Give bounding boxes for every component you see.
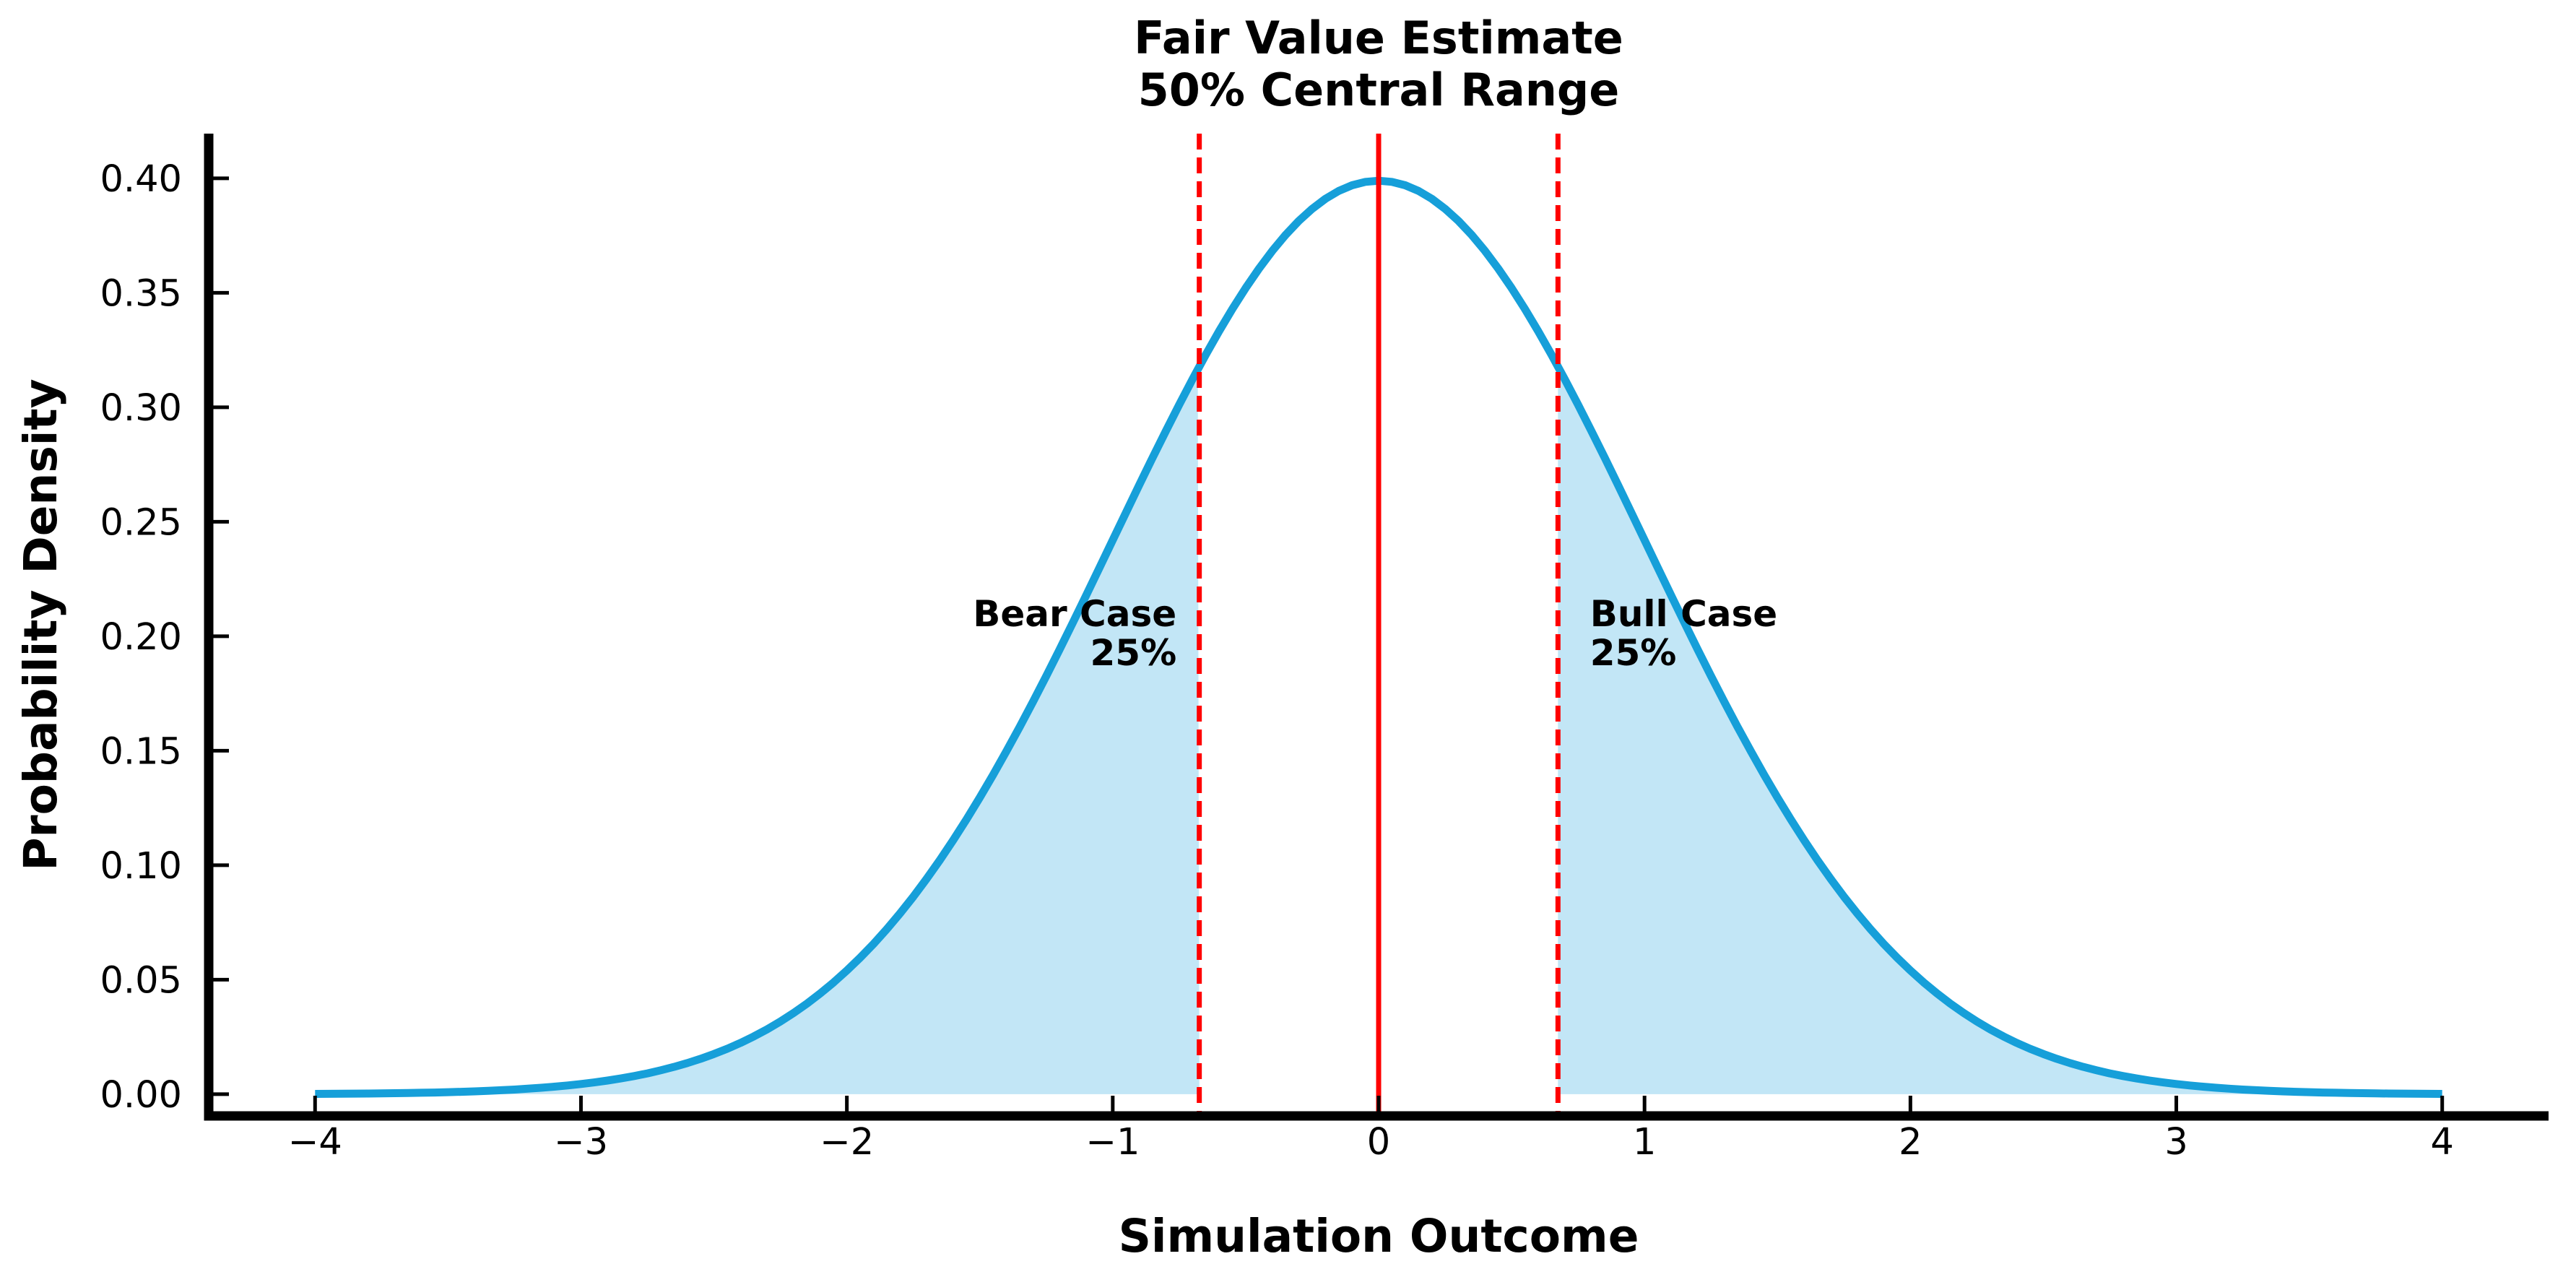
axes: −4 −3 −2 −1 0 1 2 3 4 0.000.050.100.150.200.250.… xyxy=(100,134,2549,1164)
y-axis-ticks xyxy=(209,176,229,1096)
title-line-1: Fair Value Estimate xyxy=(1134,12,1623,64)
title-line-2: 50% Central Range xyxy=(1138,64,1620,116)
bear-case-label: Bear Case xyxy=(973,593,1176,635)
x-tick-label: 0 xyxy=(1367,1121,1390,1164)
x-axis-ticks xyxy=(313,1096,2445,1116)
x-tick-label: −1 xyxy=(1085,1121,1140,1164)
y-tick-label: 0.10 xyxy=(100,845,182,888)
x-tick-label: −2 xyxy=(820,1121,874,1164)
y-tick-label: 0.25 xyxy=(100,501,182,544)
y-tick-label: 0.30 xyxy=(100,387,182,430)
bear-case-percentage: 25% xyxy=(1090,632,1176,674)
bear-case-annotation: Bear Case 25% xyxy=(973,593,1176,674)
y-tick-label: 0.40 xyxy=(100,158,182,201)
x-axis-tick-labels: −4 −3 −2 −1 0 1 2 3 4 xyxy=(288,1121,2454,1164)
x-tick-label: −4 xyxy=(288,1121,342,1164)
x-axis-label: Simulation Outcome xyxy=(1119,1210,1639,1263)
y-tick-label: 0.35 xyxy=(100,272,182,315)
y-tick-label: 0.15 xyxy=(100,730,182,773)
x-tick-label: −3 xyxy=(554,1121,608,1164)
bull-tail-fill-area xyxy=(1558,366,2442,1094)
x-tick-label: 4 xyxy=(2431,1121,2454,1164)
y-tick-label: 0.05 xyxy=(100,959,182,1002)
chart-title: Fair Value Estimate 50% Central Range xyxy=(1134,12,1623,116)
y-axis-label: Probability Density xyxy=(14,378,67,870)
plot-area xyxy=(315,134,2442,1116)
x-tick-label: 1 xyxy=(1633,1121,1656,1164)
bull-case-percentage: 25% xyxy=(1590,632,1677,674)
bear-tail-fill-area xyxy=(315,369,1200,1094)
y-axis-tick-labels: 0.00 0.05 0.10 0.15 0.20 0.25 0.30 0.35 0.40 xyxy=(100,158,182,1117)
x-tick-label: 2 xyxy=(1899,1121,1922,1164)
x-tick-label: 3 xyxy=(2164,1121,2187,1164)
y-tick-label: 0.00 xyxy=(100,1074,182,1117)
bull-case-label: Bull Case xyxy=(1590,593,1778,635)
y-tick-label: 0.20 xyxy=(100,616,182,659)
bull-case-annotation: Bull Case 25% xyxy=(1590,593,1778,674)
